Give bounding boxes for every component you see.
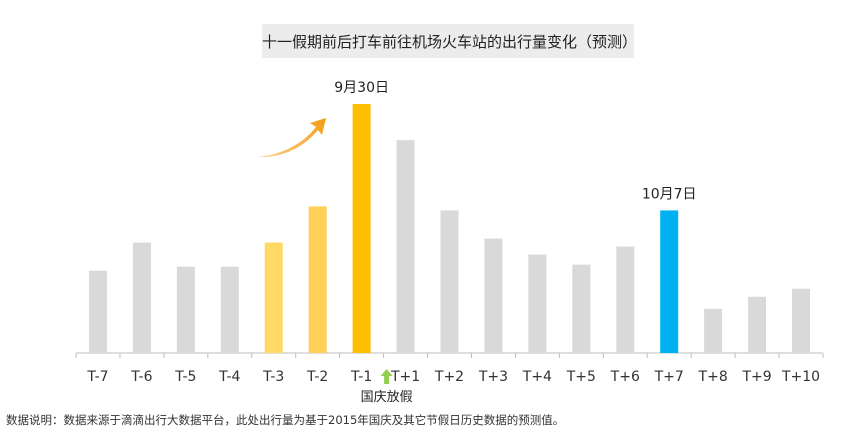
x-tick-label: T-2: [306, 369, 328, 385]
bar-T+2: [440, 210, 459, 353]
x-tick-label: T+2: [434, 369, 464, 385]
bar-annotation: 9月30日: [334, 80, 389, 96]
x-tick-label: T-6: [130, 369, 152, 385]
x-tick-label: T+5: [566, 369, 596, 385]
x-tick-label: T+6: [610, 369, 640, 385]
x-tick-label: T-5: [174, 369, 196, 385]
bar-T+3: [484, 238, 503, 353]
trend-arrow-icon: [258, 118, 326, 158]
bar-T+9: [748, 296, 767, 353]
data-footnote: 数据说明：数据来源于滴滴出行大数据平台，此处出行量为基于2015年国庆及其它节假…: [6, 413, 565, 427]
holiday-arrow-icon: [380, 369, 393, 384]
bar-T+8: [704, 308, 723, 353]
bar-T+5: [572, 264, 591, 353]
bar-T-3: [264, 242, 283, 353]
x-tick-label: T+9: [741, 369, 771, 385]
bar-T-7: [88, 270, 107, 353]
x-tick-label: T+1: [390, 369, 420, 385]
x-tick-label: T+10: [781, 369, 820, 385]
x-tick-label: T+7: [654, 369, 684, 385]
x-tick-label: T-3: [262, 369, 284, 385]
bar-T-6: [132, 242, 151, 353]
bar-T+4: [528, 254, 547, 353]
bar-annotation: 10月7日: [642, 186, 697, 202]
bar-T-1: [352, 104, 371, 353]
bar-T-5: [176, 266, 195, 353]
bar-T-2: [308, 206, 327, 353]
bar-chart: T-7 T-6 T-5 T-4 T-3 T-2 T-1 T+1 T+2 T+3 T+4 T+5 T+6 T…: [75, 80, 824, 405]
x-tick-label: T+8: [698, 369, 728, 385]
chart-title: 十一假期前后打车前往机场火车站的出行量变化（预测）: [262, 24, 637, 58]
bar-T+6: [616, 246, 635, 353]
x-tick-label: T-1: [350, 369, 372, 385]
holiday-label: 国庆放假: [361, 390, 413, 405]
bar-T+10: [792, 288, 811, 353]
x-tick-label: T-4: [218, 369, 240, 385]
bar-T-4: [220, 266, 239, 353]
x-tick-label: T+3: [478, 369, 508, 385]
x-tick-label: T+4: [522, 369, 552, 385]
bar-T+7: [660, 210, 679, 353]
x-tick-label: T-7: [86, 369, 108, 385]
bar-T+1: [396, 140, 415, 353]
